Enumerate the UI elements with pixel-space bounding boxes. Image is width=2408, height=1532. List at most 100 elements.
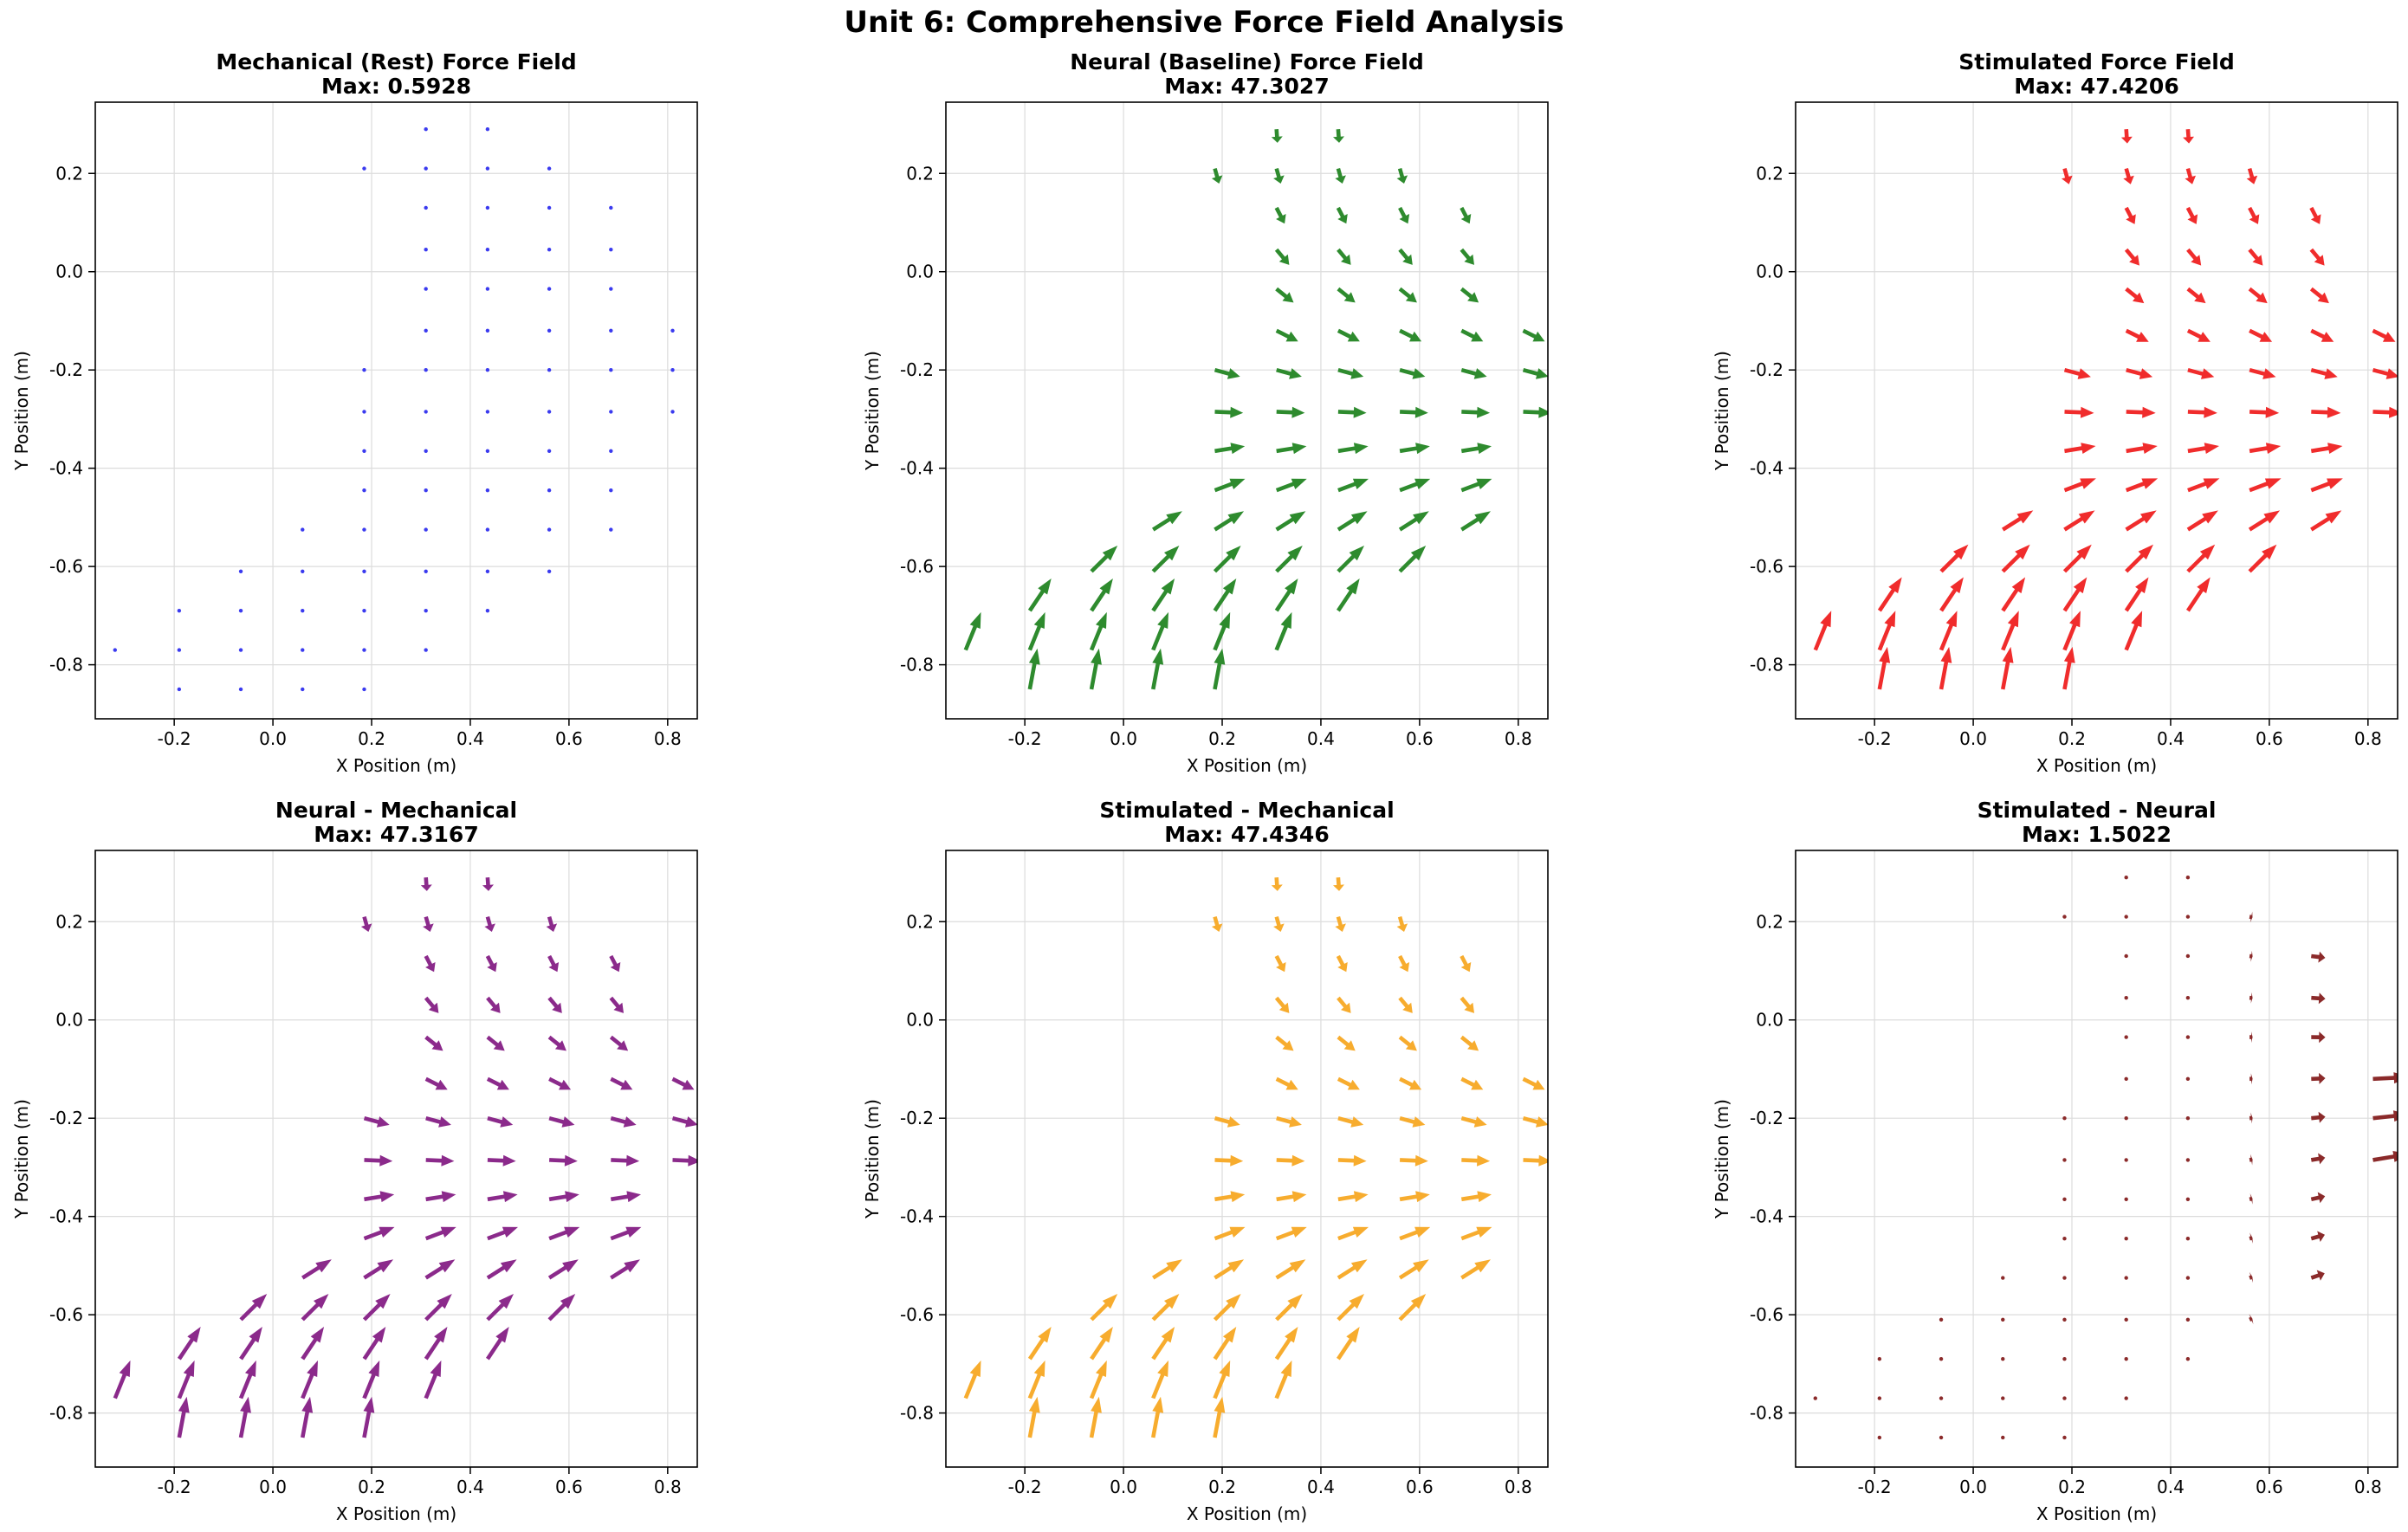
vector-arrow	[1333, 129, 1344, 143]
y-tick-label: -0.8	[1750, 1403, 1783, 1424]
vector-arrow	[2310, 328, 2334, 342]
vector-arrow	[2187, 368, 2215, 379]
vector-arrow	[485, 166, 490, 171]
vector-arrow	[177, 687, 182, 692]
vector-arrow	[2249, 368, 2276, 379]
vector-arrow	[485, 488, 490, 493]
vector-arrow	[1460, 1116, 1487, 1128]
vector-arrow	[2124, 206, 2136, 224]
vector-arrow	[2248, 206, 2260, 224]
vector-arrow	[425, 1116, 451, 1128]
vector-arrow	[362, 608, 366, 613]
vector-arrow	[1090, 546, 1118, 573]
y-tick-label: 0.0	[1756, 262, 1783, 282]
vector-arrow	[547, 1035, 566, 1051]
vector-arrow	[547, 569, 552, 574]
vector-arrow	[1276, 406, 1305, 418]
y-tick-label: 0.0	[906, 262, 934, 282]
vector-arrow	[1460, 1035, 1479, 1051]
vector-arrow	[486, 1035, 505, 1051]
axes-frame	[1795, 101, 2398, 720]
vector-arrow	[424, 996, 439, 1013]
vector-arrow	[2249, 950, 2253, 962]
vector-arrow	[2249, 1112, 2253, 1124]
vector-arrow	[670, 410, 675, 414]
y-tick-label: -0.4	[900, 458, 934, 479]
vector-arrow	[1460, 1076, 1484, 1090]
vector-arrow	[2001, 544, 2030, 573]
vector-arrow	[362, 648, 366, 652]
vector-arrow	[2062, 577, 2088, 612]
vector-arrow	[1214, 1226, 1246, 1241]
vector-arrow	[239, 1327, 262, 1361]
vector-arrow	[1151, 579, 1175, 612]
vector-arrow	[424, 449, 428, 454]
vector-arrow	[2063, 478, 2096, 493]
subplot-subtitle: Max: 47.4206	[2014, 74, 2178, 99]
y-tick-label: 0.2	[906, 163, 934, 184]
vector-arrow	[547, 527, 552, 532]
vector-arrow	[362, 166, 366, 171]
vector-arrow	[1335, 168, 1346, 184]
y-tick-label: -0.2	[1750, 359, 1783, 380]
vector-arrow	[609, 488, 613, 493]
vector-arrow	[1337, 1116, 1364, 1128]
vector-arrow	[1939, 611, 1958, 651]
vector-arrow	[2002, 510, 2034, 532]
y-tick-label: 0.2	[906, 911, 934, 932]
vector-arrow	[487, 1191, 518, 1203]
vector-arrow	[1213, 1327, 1237, 1361]
vector-arrow	[609, 410, 613, 414]
vector-arrow	[1151, 1360, 1168, 1399]
vector-field	[113, 877, 697, 1438]
vector-arrow	[424, 328, 428, 333]
vector-arrow	[2185, 1158, 2191, 1162]
vector-arrow	[362, 1360, 380, 1399]
vector-arrow	[1460, 443, 1492, 455]
vector-arrow	[609, 449, 613, 454]
x-tick-label: 0.0	[259, 1477, 287, 1497]
vector-arrow	[2372, 1110, 2398, 1122]
y-axis-label: Y Position (m)	[862, 351, 883, 471]
subplot-title: Stimulated Force Field	[1958, 49, 2234, 74]
vector-arrow	[1398, 206, 1410, 224]
x-tick-label: 0.4	[1307, 728, 1335, 749]
vector-arrow	[360, 916, 372, 932]
vector-arrow	[2124, 876, 2128, 880]
vector-arrow	[2311, 406, 2341, 418]
vector-arrow	[1275, 287, 1294, 303]
vector-arrow	[1214, 1191, 1246, 1203]
y-tick-label: 0.0	[906, 1010, 934, 1031]
vector-arrow	[238, 648, 243, 652]
vector-arrow	[1399, 1191, 1430, 1203]
vector-arrow	[301, 1259, 332, 1280]
y-axis-label: Y Position (m)	[862, 1099, 883, 1219]
vector-arrow	[2311, 1072, 2326, 1084]
y-tick-label: -0.6	[900, 556, 934, 577]
x-tick-label: -0.2	[1858, 728, 1892, 749]
vector-arrow	[1939, 1435, 1944, 1440]
vector-arrow	[547, 449, 552, 454]
vector-arrow	[301, 687, 305, 692]
vector-arrow	[1522, 1116, 1548, 1128]
vector-arrow	[362, 1327, 386, 1361]
vector-arrow	[1275, 1294, 1303, 1322]
vector-arrow	[2186, 577, 2211, 612]
vector-arrow	[2124, 611, 2143, 651]
vector-arrow	[2126, 368, 2153, 379]
vector-arrow	[2248, 248, 2263, 266]
vector-arrow	[1877, 646, 1891, 690]
vector-arrow	[609, 205, 613, 210]
y-tick-label: -0.8	[49, 655, 83, 676]
y-tick-label: -0.4	[1750, 1206, 1783, 1227]
vector-arrow	[2125, 544, 2153, 573]
vector-arrow	[363, 1116, 390, 1128]
vector-arrow	[1089, 1396, 1102, 1438]
vector-arrow	[2185, 1236, 2191, 1241]
vector-arrow	[549, 1154, 578, 1167]
vector-arrow	[177, 608, 182, 613]
vector-arrow	[1027, 611, 1045, 651]
vector-arrow	[610, 1191, 641, 1203]
